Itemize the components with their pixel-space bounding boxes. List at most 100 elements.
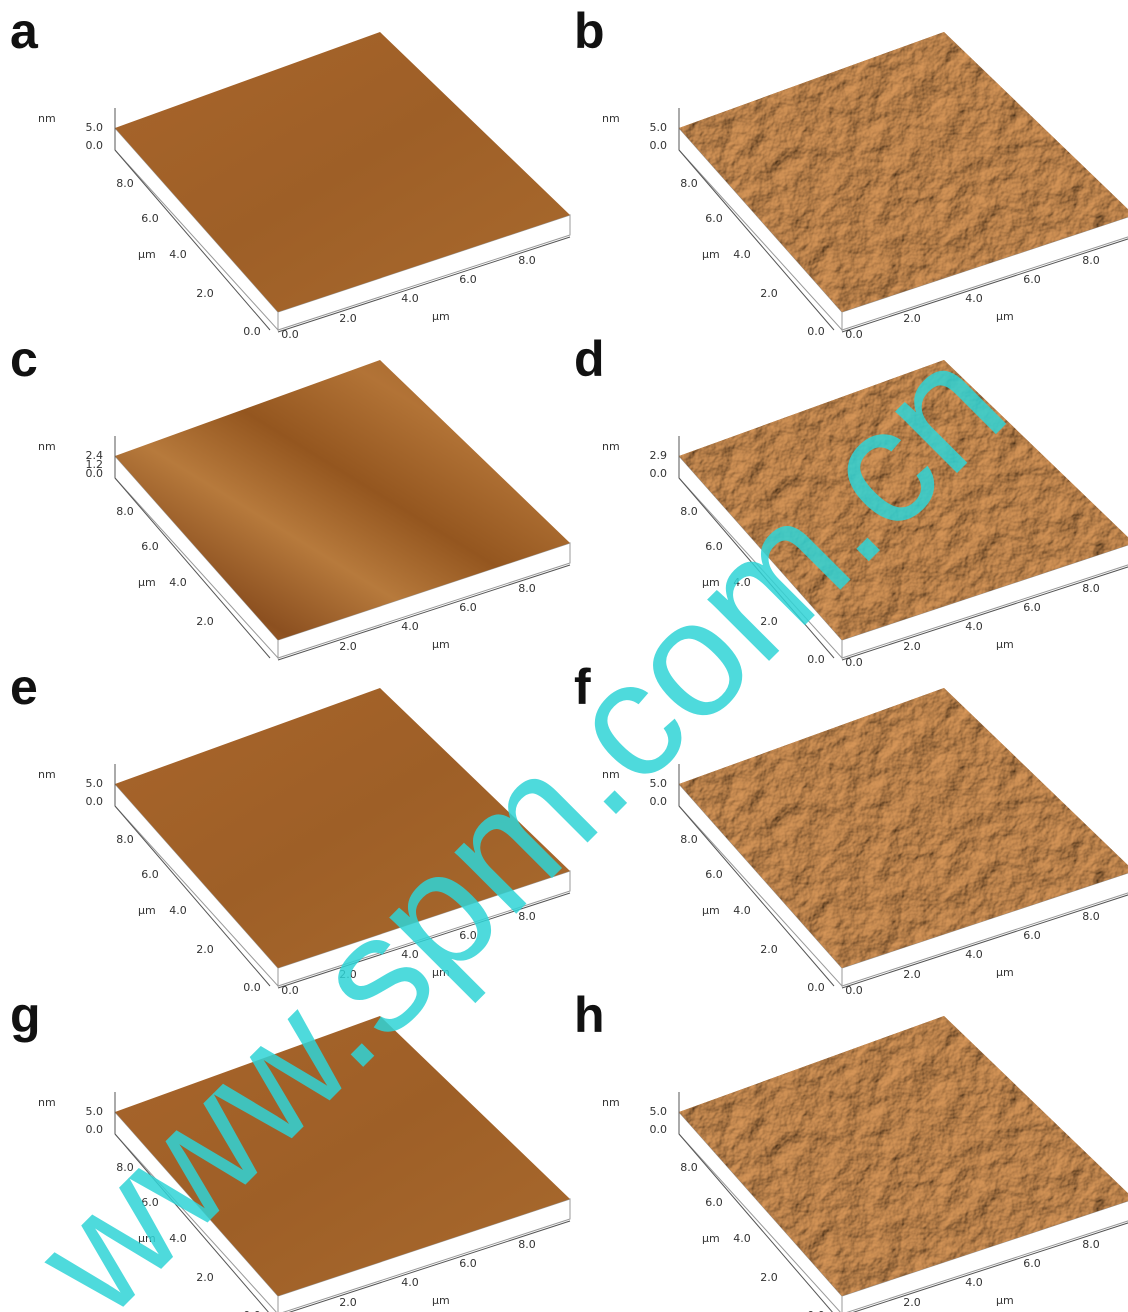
x-tick-label: 0.0 — [845, 328, 863, 341]
y-tick-label: 0.0 — [807, 981, 825, 994]
y-tick-label: 4.0 — [169, 248, 187, 261]
x-tick-label: 8.0 — [1082, 254, 1100, 267]
x-unit: µm — [996, 310, 1014, 323]
z-tick-label: 5.0 — [650, 121, 668, 134]
y-tick-label: 6.0 — [141, 868, 159, 881]
x-tick-label: 6.0 — [1023, 929, 1041, 942]
afm-panel: hnm5.00.0µm8.06.04.02.00.00.02.04.06.08.… — [574, 987, 1128, 1312]
y-tick-label: 2.0 — [760, 943, 778, 956]
x-tick-label: 4.0 — [965, 292, 983, 305]
x-tick-label: 6.0 — [1023, 273, 1041, 286]
x-tick-label: 2.0 — [339, 1296, 357, 1309]
y-tick-label: 6.0 — [705, 1196, 723, 1209]
y-tick-label: 2.0 — [196, 287, 214, 300]
y-tick-label: 8.0 — [116, 505, 134, 518]
y-tick-label: 4.0 — [169, 904, 187, 917]
y-tick-label: 8.0 — [680, 1161, 698, 1174]
y-tick-label: 4.0 — [733, 1232, 751, 1245]
y-tick-label: 8.0 — [680, 833, 698, 846]
z-tick-label: 0.0 — [86, 795, 104, 808]
x-unit: µm — [996, 1294, 1014, 1307]
x-tick-label: 4.0 — [401, 620, 419, 633]
z-unit: nm — [38, 1096, 56, 1109]
surface-texture — [679, 1016, 1128, 1296]
z-tick-label: 5.0 — [86, 1105, 104, 1118]
x-unit: µm — [996, 638, 1014, 651]
x-tick-label: 2.0 — [339, 640, 357, 653]
panel-label: a — [10, 3, 39, 59]
surface-texture — [679, 32, 1128, 312]
y-tick-label: 6.0 — [141, 540, 159, 553]
z-unit: nm — [38, 768, 56, 781]
y-tick-label: 6.0 — [705, 868, 723, 881]
x-tick-label: 2.0 — [903, 1296, 921, 1309]
z-tick-label: 0.0 — [650, 1123, 668, 1136]
x-tick-label: 2.0 — [903, 968, 921, 981]
z-tick-label: 5.0 — [650, 1105, 668, 1118]
z-tick-label: 0.0 — [650, 139, 668, 152]
x-tick-label: 4.0 — [401, 292, 419, 305]
z-unit: nm — [602, 440, 620, 453]
panel-label: g — [10, 987, 41, 1043]
x-tick-label: 6.0 — [459, 601, 477, 614]
x-tick-label: 8.0 — [1082, 910, 1100, 923]
y-tick-label: 8.0 — [116, 177, 134, 190]
z-tick-label: 5.0 — [86, 777, 104, 790]
x-unit: µm — [996, 966, 1014, 979]
y-tick-label: 2.0 — [196, 615, 214, 628]
x-tick-label: 6.0 — [459, 273, 477, 286]
z-tick-label: 5.0 — [86, 121, 104, 134]
y-unit: µm — [138, 576, 156, 589]
y-tick-label: 2.0 — [196, 943, 214, 956]
y-unit: µm — [702, 904, 720, 917]
y-tick-label: 0.0 — [807, 325, 825, 338]
x-unit: µm — [432, 1294, 450, 1307]
x-tick-label: 4.0 — [965, 948, 983, 961]
surface — [115, 360, 570, 640]
panel-label: c — [10, 331, 38, 387]
z-tick-label: 0.0 — [650, 467, 668, 480]
x-tick-label: 6.0 — [459, 1257, 477, 1270]
afm-panel: bnm5.00.0µm8.06.04.02.00.00.02.04.06.08.… — [574, 3, 1128, 341]
z-tick-label: 0.0 — [86, 139, 104, 152]
x-tick-label: 8.0 — [1082, 582, 1100, 595]
y-unit: µm — [138, 904, 156, 917]
y-tick-label: 6.0 — [141, 212, 159, 225]
x-unit: µm — [432, 310, 450, 323]
x-unit: µm — [432, 638, 450, 651]
y-tick-label: 8.0 — [680, 505, 698, 518]
z-tick-label: 2.9 — [650, 449, 668, 462]
x-tick-label: 8.0 — [518, 1238, 536, 1251]
y-tick-label: 2.0 — [760, 287, 778, 300]
y-unit: µm — [702, 1232, 720, 1245]
x-tick-label: 4.0 — [965, 1276, 983, 1289]
x-tick-label: 4.0 — [401, 1276, 419, 1289]
y-tick-label: 2.0 — [760, 1271, 778, 1284]
y-tick-label: 4.0 — [733, 904, 751, 917]
z-unit: nm — [38, 112, 56, 125]
panel-label: b — [574, 3, 605, 59]
x-tick-label: 2.0 — [339, 312, 357, 325]
z-unit: nm — [602, 112, 620, 125]
z-tick-label: 0.0 — [86, 467, 104, 480]
x-tick-label: 0.0 — [281, 328, 299, 341]
x-tick-label: 2.0 — [903, 640, 921, 653]
z-unit: nm — [38, 440, 56, 453]
x-tick-label: 8.0 — [518, 582, 536, 595]
y-unit: µm — [702, 248, 720, 261]
x-tick-label: 6.0 — [1023, 601, 1041, 614]
y-tick-label: 8.0 — [680, 177, 698, 190]
x-tick-label: 8.0 — [518, 254, 536, 267]
y-tick-label: 6.0 — [705, 212, 723, 225]
afm-panel: a nm 5.0 0.0 µm 8.0 6.0 4.0 2.0 0.0 0.0 2.0 4.0 6.0 8.… — [10, 3, 570, 341]
panel-label: h — [574, 987, 605, 1043]
x-tick-label: 4.0 — [965, 620, 983, 633]
panel-label: d — [574, 331, 605, 387]
surface — [115, 32, 570, 312]
y-unit: µm — [138, 248, 156, 261]
x-tick-label: 6.0 — [1023, 1257, 1041, 1270]
x-tick-label: 8.0 — [1082, 1238, 1100, 1251]
y-tick-label: 4.0 — [733, 248, 751, 261]
y-tick-label: 0.0 — [243, 325, 261, 338]
